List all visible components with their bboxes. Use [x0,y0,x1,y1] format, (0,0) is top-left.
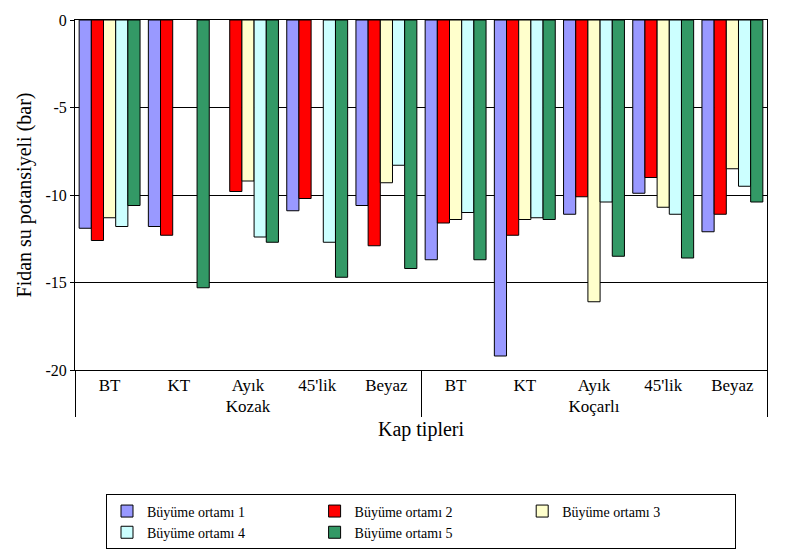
svg-text:Büyüme ortamı 5: Büyüme ortamı 5 [355,526,453,541]
svg-text:Büyüme ortamı 1: Büyüme ortamı 1 [147,505,245,520]
svg-text:Beyaz: Beyaz [711,376,754,395]
svg-text:KT: KT [167,376,190,395]
svg-text:45'lik: 45'lik [644,376,683,395]
svg-text:BT: BT [99,376,121,395]
svg-text:-20: -20 [45,362,66,379]
svg-text:Ayık: Ayık [232,376,265,395]
svg-text:-10: -10 [45,187,66,204]
svg-text:-15: -15 [45,274,66,291]
svg-text:Büyüme ortamı 4: Büyüme ortamı 4 [147,526,245,541]
svg-text:BT: BT [445,376,467,395]
svg-text:Fidan su potansiyeli (bar): Fidan su potansiyeli (bar) [13,93,36,298]
svg-text:KT: KT [513,376,536,395]
svg-text:Büyüme ortamı 2: Büyüme ortamı 2 [355,505,453,520]
svg-text:45'lik: 45'lik [298,376,337,395]
svg-text:Beyaz: Beyaz [365,376,408,395]
svg-text:Kap tipleri: Kap tipleri [378,418,465,441]
svg-text:Ayık: Ayık [578,376,611,395]
svg-text:-5: -5 [53,99,66,116]
svg-text:Kozak: Kozak [226,397,271,416]
svg-text:Koçarlı: Koçarlı [569,397,620,416]
svg-text:Büyüme ortamı 3: Büyüme ortamı 3 [562,505,660,520]
svg-text:0: 0 [59,12,67,29]
